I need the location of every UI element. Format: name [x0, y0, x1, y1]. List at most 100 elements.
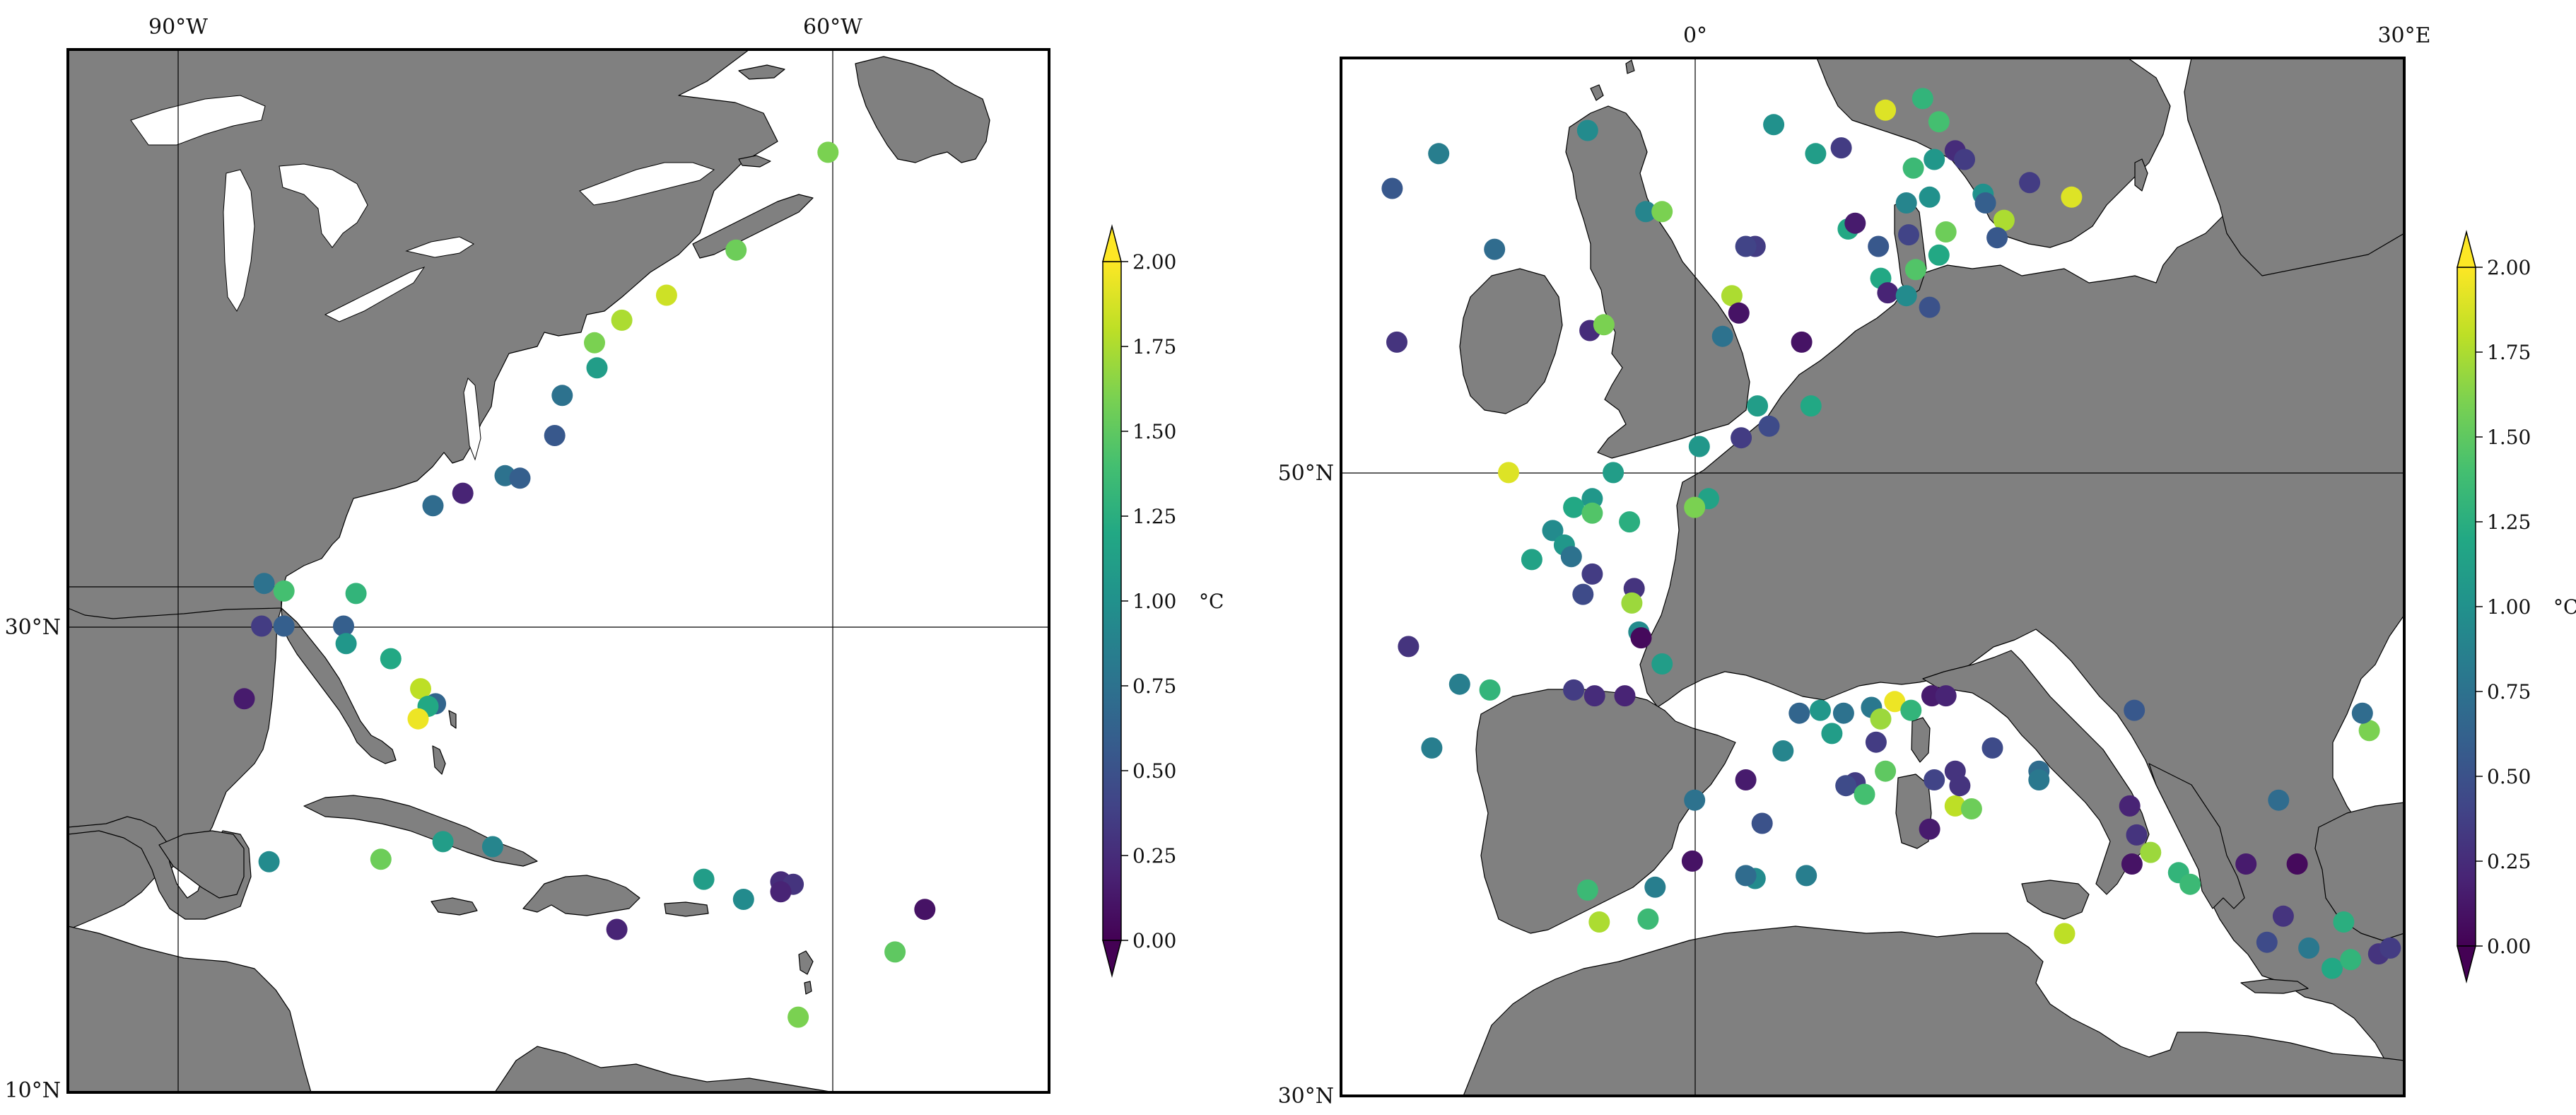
east-station-15 — [1386, 331, 1407, 353]
east-station-129 — [1904, 259, 1926, 281]
west-station-10 — [509, 467, 531, 489]
west-colorbar-tick-label-7: 1.75 — [1132, 335, 1176, 358]
gulf-of-st-lawrence — [579, 162, 715, 206]
west-station-37 — [788, 1006, 809, 1028]
east-station-118 — [1898, 224, 1919, 246]
east-station-124 — [1875, 99, 1897, 121]
east-station-112 — [1928, 111, 1950, 133]
east-station-85 — [1796, 865, 1817, 887]
west-colorbar-tick-label-1: 0.25 — [1132, 844, 1176, 868]
italy — [1922, 650, 2150, 895]
lesser-antilles — [798, 950, 814, 995]
west-colorbar-tick-label-3: 0.75 — [1132, 675, 1176, 698]
west-colorbar-tick-label-6: 1.50 — [1132, 420, 1176, 443]
west-station-18 — [333, 615, 354, 637]
east-station-76 — [1684, 789, 1706, 811]
east-colorbar-tick-label-6: 1.50 — [2487, 426, 2531, 449]
east-station-59 — [1870, 708, 1892, 730]
east-station-72 — [2028, 769, 2050, 790]
east-station-3 — [1484, 238, 1506, 260]
east-station-67 — [1854, 783, 1875, 805]
bahamas — [432, 710, 457, 775]
east-station-81 — [1644, 876, 1666, 898]
west-map-frame — [66, 48, 1050, 1094]
west-station-19 — [335, 633, 357, 655]
west-lat-label-2: 10°N — [5, 1078, 61, 1103]
east-station-14 — [1728, 302, 1750, 324]
yucatan-peninsula — [158, 830, 245, 899]
west-station-17 — [273, 615, 295, 637]
east-station-38 — [1572, 583, 1594, 605]
west-land — [68, 49, 990, 1092]
east-station-121 — [2061, 186, 2083, 208]
east-station-11 — [1735, 235, 1757, 257]
west-station-32 — [732, 889, 754, 910]
west-station-31 — [693, 868, 715, 890]
central-america-landmass — [68, 816, 252, 920]
west-station-36 — [884, 941, 906, 963]
cuba — [303, 795, 538, 867]
east-colorbar-tick-label-7: 1.75 — [2487, 341, 2531, 364]
west-colorbar-tick-label-8: 2.00 — [1132, 250, 1176, 274]
orkney-shetland — [1590, 59, 1635, 101]
west-station-8 — [544, 425, 566, 446]
east-station-97 — [2286, 853, 2308, 875]
east-station-9 — [1830, 137, 1852, 159]
east-station-17 — [1593, 314, 1615, 336]
west-station-1 — [817, 141, 839, 163]
east-map-panel: 0° 30°E 50°N 30°N 0.00 0.25 0.50 0.75 1.00 1.… — [1278, 23, 2576, 1109]
west-station-7 — [551, 385, 573, 407]
east-station-64 — [1735, 769, 1757, 790]
west-station-6 — [586, 357, 608, 379]
east-station-22 — [1758, 415, 1780, 437]
east-station-101 — [2333, 911, 2355, 933]
east-station-91 — [2121, 853, 2143, 875]
great-britain — [1565, 105, 1750, 459]
east-station-7 — [1763, 114, 1785, 136]
east-station-127 — [1868, 235, 1890, 257]
east-station-103 — [2340, 949, 2362, 971]
east-station-86 — [1949, 775, 1971, 797]
lake-superior — [130, 95, 266, 146]
east-station-100 — [2298, 937, 2320, 959]
honduras-nicaragua — [68, 926, 312, 1092]
east-station-13 — [1721, 285, 1743, 307]
east-station-119 — [1935, 221, 1957, 243]
west-station-3 — [655, 284, 677, 306]
west-station-30 — [606, 918, 628, 940]
east-station-98 — [2272, 905, 2294, 927]
west-colorbar: 0.00 0.25 0.50 0.75 1.00 1.25 1.50 1.75 2.00 °C — [1102, 224, 1224, 978]
east-station-63 — [1875, 760, 1897, 782]
west-station-2 — [725, 239, 747, 261]
east-station-31 — [1581, 502, 1603, 524]
east-colorbar-body — [2457, 267, 2476, 947]
east-station-19 — [1791, 331, 1813, 353]
east-station-25 — [1498, 462, 1519, 484]
east-station-61 — [1772, 740, 1794, 761]
east-colorbar-unit: °C — [2553, 595, 2576, 619]
east-station-55 — [1884, 691, 1906, 713]
east-station-46 — [1563, 679, 1585, 701]
east-station-60 — [1821, 723, 1843, 745]
east-station-47 — [1583, 685, 1605, 707]
east-colorbar-tick-label-8: 2.00 — [2487, 256, 2531, 279]
east-station-1 — [1381, 177, 1403, 199]
west-station-26 — [432, 831, 454, 853]
east-station-43 — [1398, 636, 1419, 658]
east-station-66 — [1835, 775, 1857, 797]
east-station-markers — [1381, 88, 2401, 979]
east-station-77 — [1751, 812, 1773, 834]
west-station-13 — [253, 573, 275, 595]
anticosti-island — [738, 64, 785, 80]
east-station-68 — [1924, 769, 1945, 790]
corsica — [1911, 717, 1931, 763]
north-africa — [1463, 926, 2404, 1096]
finland-baltic — [2184, 58, 2404, 276]
east-station-37 — [1581, 563, 1603, 585]
east-station-51 — [1788, 702, 1810, 724]
east-lon-label-1: 0° — [1683, 23, 1707, 48]
east-station-74 — [1960, 798, 1982, 819]
west-station-24 — [407, 708, 429, 730]
west-station-21 — [410, 678, 431, 700]
east-map-frame — [1340, 57, 2406, 1097]
